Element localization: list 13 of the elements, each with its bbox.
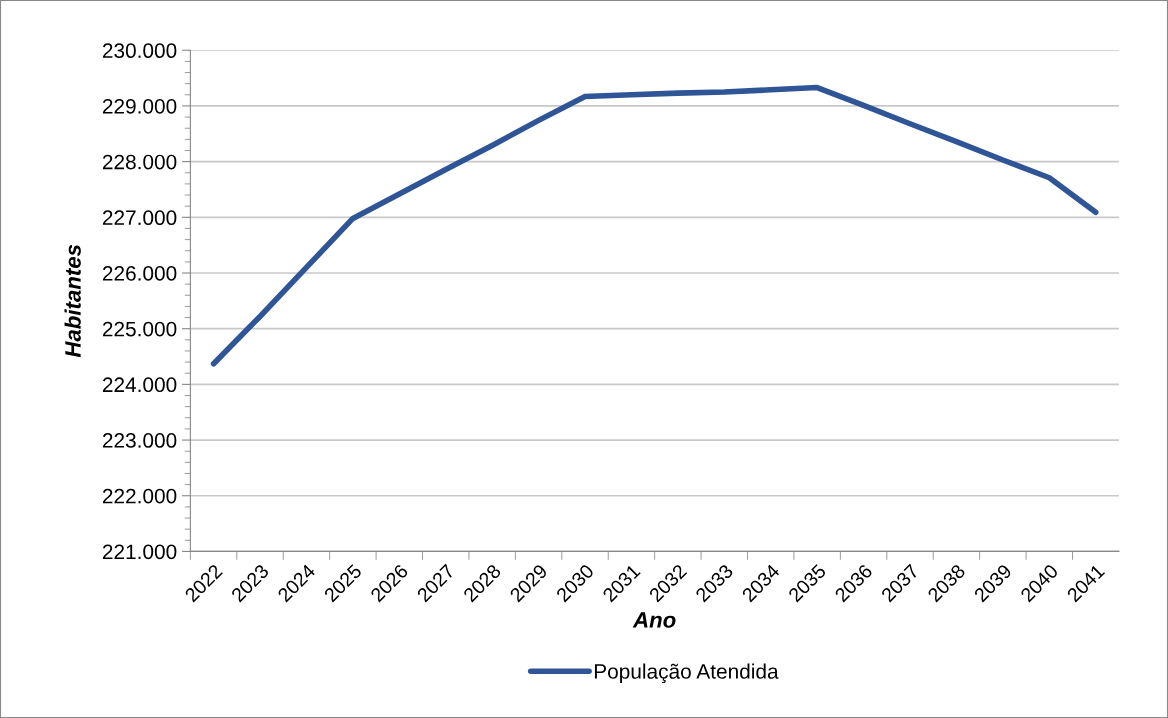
- y-axis-title: Habitantes: [64, 244, 81, 358]
- y-tick-label: 226.000: [102, 266, 177, 281]
- y-tick-label: 221.000: [102, 544, 177, 560]
- y-tick-label: 228.000: [102, 154, 177, 170]
- y-tick-label: 222.000: [102, 488, 177, 504]
- y-tick-label: 227.000: [102, 210, 177, 226]
- y-tick-label: 224.000: [102, 377, 177, 393]
- legend-label: População Atendida: [594, 663, 779, 684]
- y-tick-label: 230.000: [102, 43, 177, 59]
- y-tick-label: 225.000: [102, 321, 177, 337]
- y-tick-label: 229.000: [102, 98, 177, 114]
- y-tick-label: 223.000: [102, 433, 177, 448]
- x-axis-title: Ano: [632, 612, 676, 628]
